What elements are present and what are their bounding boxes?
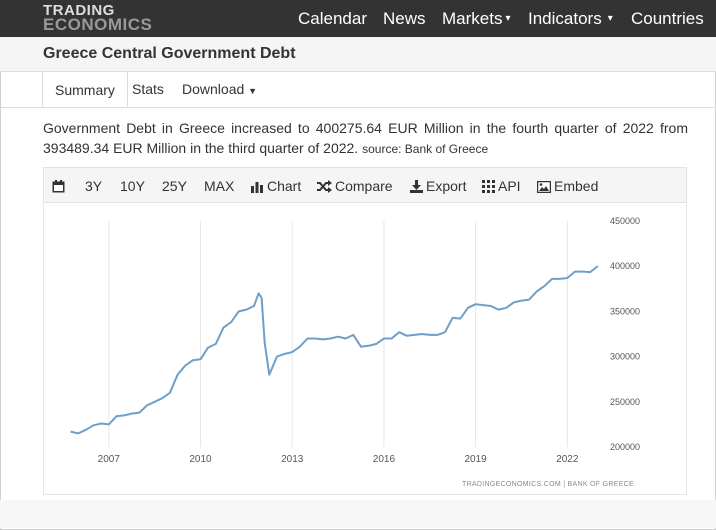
calendar-button[interactable] xyxy=(52,168,68,204)
calendar-icon xyxy=(52,180,65,193)
nav-indicators[interactable]: Indicators ▾ xyxy=(528,0,613,37)
page-header: Greece Central Government Debt xyxy=(0,37,716,72)
chart-container: 2007 2010 2013 2016 2019 2022 200000 250000 3000… xyxy=(43,204,687,495)
chart-toolbar: 3Y 10Y 25Y MAX Chart Compare Export API … xyxy=(43,167,687,203)
image-icon xyxy=(536,180,552,194)
nav-news[interactable]: News xyxy=(383,0,426,37)
range-max-label: MAX xyxy=(204,178,235,194)
compare-button[interactable]: Compare xyxy=(317,168,393,204)
page-title: Greece Central Government Debt xyxy=(43,45,296,62)
caret-down-icon: ▼ xyxy=(248,86,258,96)
compare-label: Compare xyxy=(335,178,393,194)
series-line xyxy=(70,265,599,435)
tab-stats[interactable]: Stats xyxy=(132,71,164,107)
top-navbar: TRADING ECONOMICS Calendar News Markets ▾… xyxy=(0,0,716,37)
x-tick-label: 2007 xyxy=(98,454,121,465)
tab-summary[interactable]: Summary xyxy=(42,71,128,107)
nav-countries[interactable]: Countries xyxy=(631,0,704,37)
logo-line-1: TRADING xyxy=(43,2,115,19)
range-10y-button[interactable]: 10Y xyxy=(120,168,145,204)
debt-line-chart: 2007 2010 2013 2016 2019 2022 200000 250000 3000… xyxy=(70,216,640,488)
range-25y-label: 25Y xyxy=(162,178,187,194)
range-3y-button[interactable]: 3Y xyxy=(85,168,102,204)
tab-summary-label: Summary xyxy=(55,82,115,98)
tab-download-label: Download xyxy=(182,81,245,97)
nav-calendar-label: Calendar xyxy=(298,8,367,28)
range-3y-label: 3Y xyxy=(85,178,103,194)
nav-calendar[interactable]: Calendar xyxy=(298,0,367,37)
tab-bar: Summary Stats Download ▼ xyxy=(0,71,716,108)
y-tick-label: 300000 xyxy=(610,352,640,362)
x-tick-label: 2013 xyxy=(281,454,304,465)
tab-download[interactable]: Download ▼ xyxy=(182,71,257,107)
summary-text: Government Debt in Greece increased to 4… xyxy=(43,120,688,156)
nav-indicators-label: Indicators xyxy=(528,8,602,28)
x-tick-label: 2022 xyxy=(556,454,579,465)
embed-label: Embed xyxy=(554,178,599,194)
export-label: Export xyxy=(426,178,467,194)
range-25y-button[interactable]: 25Y xyxy=(162,168,187,204)
export-button[interactable]: Export xyxy=(410,168,466,204)
download-icon xyxy=(410,180,423,193)
caret-down-icon: ▾ xyxy=(505,13,511,24)
y-tick-label: 450000 xyxy=(610,216,640,226)
bar-chart-icon xyxy=(251,182,263,193)
source-link[interactable]: source: Bank of Greece xyxy=(362,142,489,156)
page-bottom xyxy=(0,500,716,528)
chart-button[interactable]: Chart xyxy=(251,168,301,204)
y-tick-label: 350000 xyxy=(610,306,640,316)
x-tick-label: 2010 xyxy=(189,454,212,465)
y-tick-label: 200000 xyxy=(610,442,640,452)
x-tick-label: 2016 xyxy=(373,454,396,465)
chart-credit: TRADINGECONOMICS.COM | BANK OF GREECE xyxy=(462,481,634,488)
summary-paragraph: Government Debt in Greece increased to 4… xyxy=(43,118,688,159)
api-label: API xyxy=(498,178,521,194)
range-10y-label: 10Y xyxy=(120,178,145,194)
embed-button[interactable]: Embed xyxy=(536,168,599,204)
brand-logo[interactable]: TRADING ECONOMICS xyxy=(43,2,153,34)
y-tick-label: 400000 xyxy=(610,261,640,271)
tab-stats-label: Stats xyxy=(132,81,164,97)
range-max-button[interactable]: MAX xyxy=(204,168,234,204)
nav-news-label: News xyxy=(383,8,426,28)
nav-countries-label: Countries xyxy=(631,8,704,28)
nav-markets-label: Markets xyxy=(442,8,503,28)
chart-label: Chart xyxy=(267,178,302,194)
shuffle-icon xyxy=(317,180,332,193)
nav-markets[interactable]: Markets ▾ xyxy=(442,0,511,37)
caret-down-icon: ▾ xyxy=(607,13,613,24)
y-tick-label: 250000 xyxy=(610,397,640,407)
grid-icon xyxy=(482,180,495,193)
x-tick-label: 2019 xyxy=(464,454,487,465)
api-button[interactable]: API xyxy=(482,168,521,204)
logo-line-2: ECONOMICS xyxy=(43,15,153,34)
